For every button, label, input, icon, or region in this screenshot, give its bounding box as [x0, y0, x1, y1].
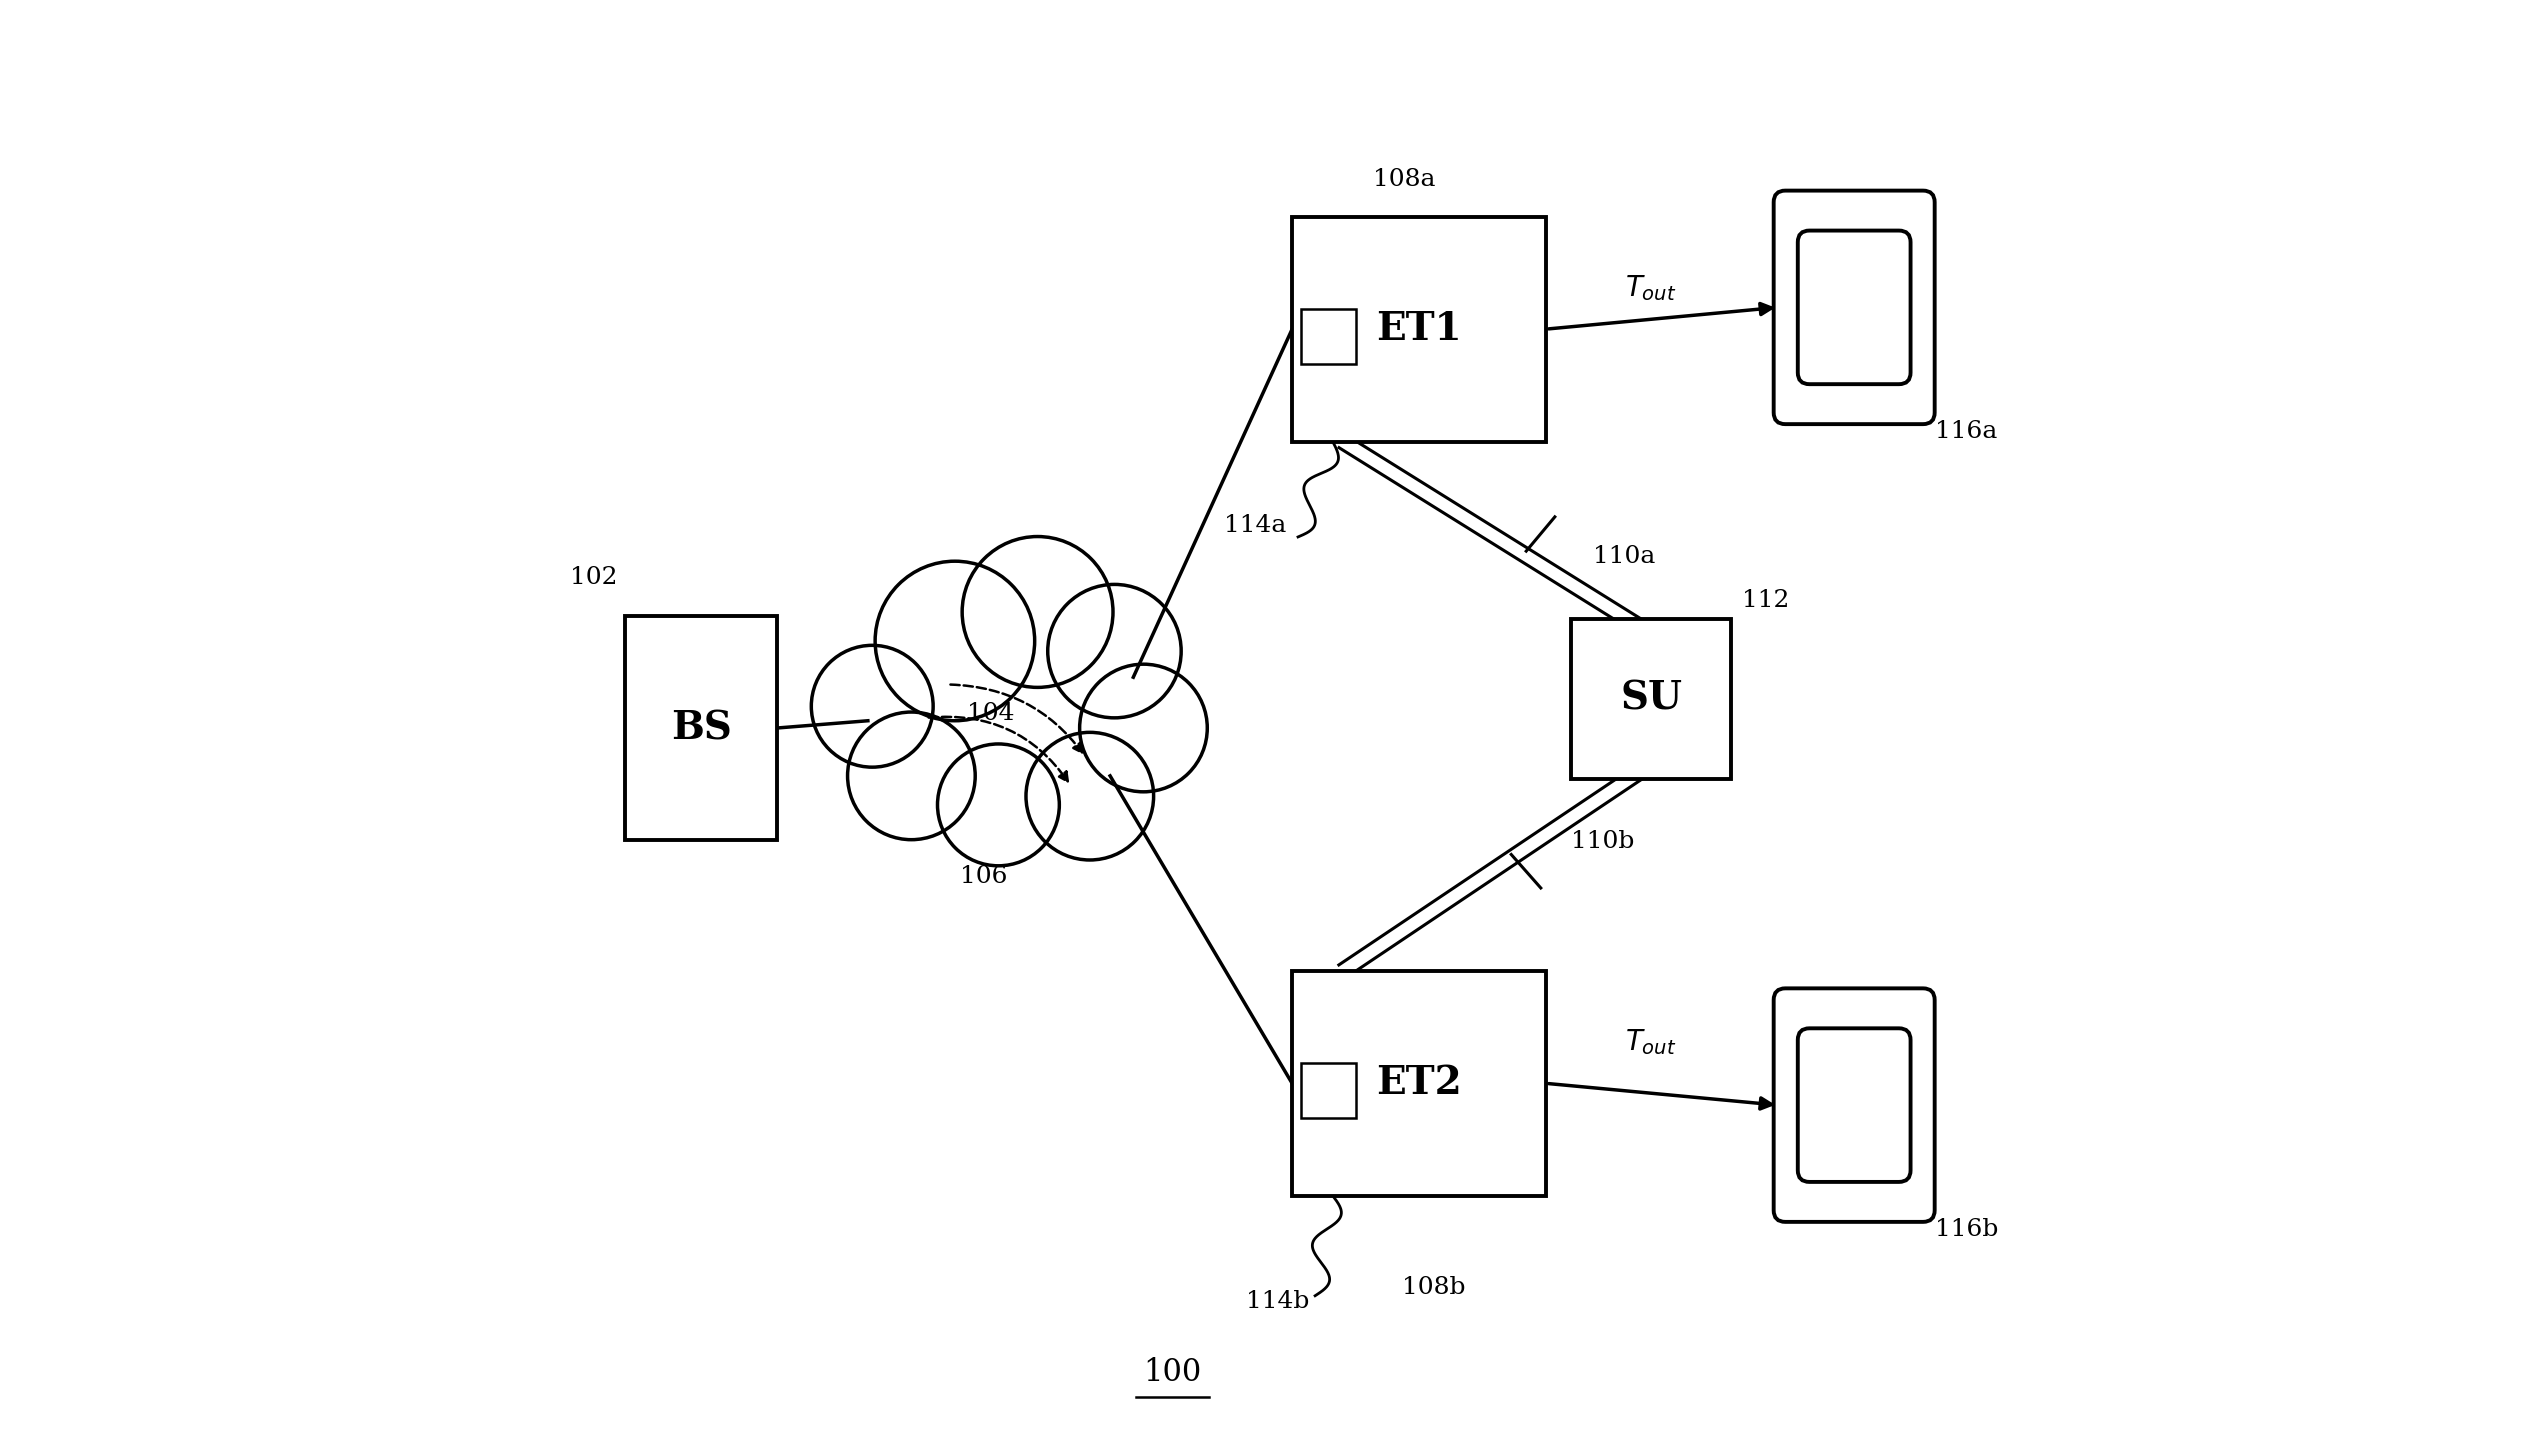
- Text: ET1: ET1: [1376, 310, 1463, 348]
- FancyBboxPatch shape: [1292, 971, 1547, 1195]
- Circle shape: [874, 561, 1034, 721]
- Circle shape: [848, 712, 976, 840]
- Text: 108b: 108b: [1401, 1275, 1465, 1299]
- Circle shape: [1080, 664, 1208, 792]
- Circle shape: [938, 744, 1060, 866]
- FancyBboxPatch shape: [1773, 989, 1934, 1222]
- Text: 110b: 110b: [1572, 830, 1636, 853]
- Text: BS: BS: [670, 709, 731, 747]
- Text: 100: 100: [1144, 1357, 1203, 1388]
- FancyBboxPatch shape: [1799, 230, 1911, 384]
- Text: 112: 112: [1743, 590, 1789, 612]
- Text: SU: SU: [1621, 680, 1682, 718]
- Text: 102: 102: [571, 566, 617, 590]
- Circle shape: [1027, 732, 1154, 860]
- Text: 104: 104: [968, 702, 1014, 725]
- Circle shape: [963, 537, 1113, 687]
- Text: ET2: ET2: [1376, 1064, 1463, 1102]
- FancyBboxPatch shape: [1292, 217, 1547, 441]
- FancyBboxPatch shape: [624, 616, 777, 840]
- Text: 114b: 114b: [1246, 1290, 1310, 1313]
- FancyBboxPatch shape: [1302, 1063, 1356, 1118]
- FancyBboxPatch shape: [1302, 309, 1356, 364]
- Text: 116a: 116a: [1934, 419, 1998, 443]
- FancyBboxPatch shape: [1799, 1028, 1911, 1182]
- Text: $T_{out}$: $T_{out}$: [1626, 1028, 1677, 1057]
- Text: 114a: 114a: [1223, 514, 1287, 537]
- Text: 108a: 108a: [1373, 167, 1435, 191]
- FancyBboxPatch shape: [1572, 619, 1730, 779]
- Text: 106: 106: [961, 865, 1006, 888]
- Text: $T_{out}$: $T_{out}$: [1626, 274, 1677, 303]
- Text: 110a: 110a: [1592, 546, 1656, 568]
- Circle shape: [810, 645, 933, 767]
- FancyBboxPatch shape: [1773, 191, 1934, 424]
- Circle shape: [1047, 584, 1182, 718]
- Text: 116b: 116b: [1934, 1217, 1998, 1241]
